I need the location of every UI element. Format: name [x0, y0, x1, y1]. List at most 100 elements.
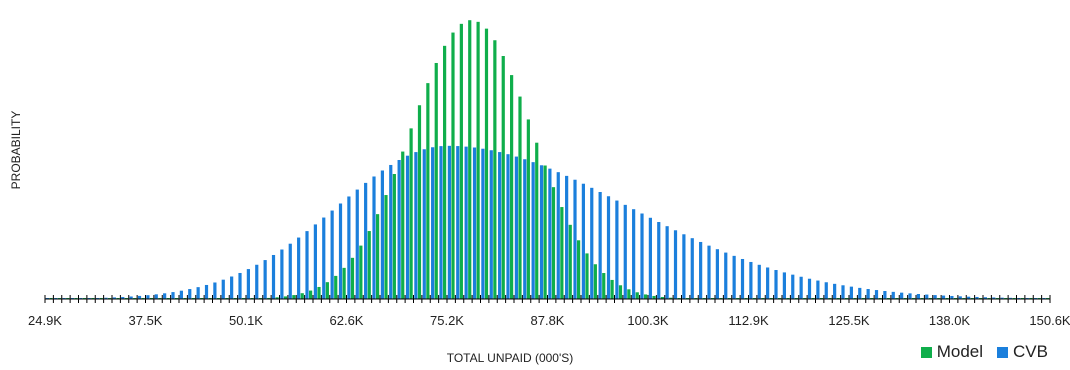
bar-cvb	[456, 146, 459, 299]
bar-cvb	[716, 249, 719, 299]
bar-cvb	[808, 279, 811, 299]
bar-model	[585, 253, 588, 299]
bar-cvb	[247, 269, 250, 299]
bar-cvb	[314, 224, 317, 299]
bar-cvb	[372, 176, 375, 299]
bar-model	[351, 258, 354, 299]
bar-cvb	[364, 183, 367, 299]
bar-cvb	[766, 267, 769, 299]
bar-cvb	[431, 147, 434, 299]
bar-cvb	[724, 253, 727, 299]
bar-cvb	[867, 289, 870, 299]
bar-cvb	[280, 250, 283, 299]
bar-cvb	[800, 277, 803, 299]
bar-cvb	[146, 295, 149, 299]
bar-cvb	[515, 157, 518, 299]
bar-cvb	[322, 218, 325, 299]
bar-model	[435, 63, 438, 299]
bar-cvb	[414, 152, 417, 299]
legend-item-model: Model	[921, 342, 983, 362]
bar-cvb	[423, 149, 426, 299]
x-axis: 24.9K 37.5K 50.1K 62.6K 75.2K 87.8K 100.3K 112.…	[28, 295, 1070, 328]
bar-cvb	[289, 244, 292, 299]
bar-model	[569, 225, 572, 299]
bar-model	[602, 273, 605, 299]
bar-model	[410, 128, 413, 299]
bar-model	[577, 240, 580, 299]
bar-model	[460, 24, 463, 299]
bar-cvb	[264, 260, 267, 299]
bar-cvb	[573, 180, 576, 299]
bar-cvb	[481, 149, 484, 299]
bar-cvb	[398, 160, 401, 299]
bar-cvb	[171, 292, 174, 299]
bar-model	[619, 285, 622, 299]
bars	[46, 20, 1049, 299]
bar-model	[301, 293, 304, 299]
bar-cvb	[816, 281, 819, 299]
x-tick-label: 75.2K	[430, 313, 464, 328]
bar-cvb	[758, 265, 761, 299]
bar-model	[443, 46, 446, 299]
bar-cvb	[356, 190, 359, 299]
bar-cvb	[599, 192, 602, 299]
bar-cvb	[506, 154, 509, 299]
x-tick-label: 50.1K	[229, 313, 263, 328]
bar-model	[376, 214, 379, 299]
bar-cvb	[699, 242, 702, 299]
bar-cvb	[406, 156, 409, 299]
bar-cvb	[331, 211, 334, 299]
bar-cvb	[691, 238, 694, 299]
bar-cvb	[582, 184, 585, 299]
bar-model	[535, 143, 538, 299]
bar-cvb	[733, 256, 736, 299]
bar-cvb	[607, 196, 610, 299]
bar-cvb	[908, 293, 911, 299]
x-tick-label: 62.6K	[330, 313, 364, 328]
bar-model	[477, 22, 480, 299]
legend-swatch-cvb	[997, 347, 1008, 358]
bar-model	[309, 291, 312, 299]
bar-cvb	[615, 201, 618, 299]
bar-cvb	[825, 282, 828, 299]
bar-cvb	[205, 285, 208, 299]
bar-model	[317, 287, 320, 299]
bar-cvb	[473, 148, 476, 299]
bar-cvb	[833, 284, 836, 299]
bar-cvb	[841, 285, 844, 299]
bar-cvb	[741, 259, 744, 299]
bar-model	[560, 207, 563, 299]
x-tick-label: 125.5K	[828, 313, 870, 328]
bar-model	[594, 264, 597, 299]
bar-cvb	[774, 270, 777, 299]
bar-model	[359, 246, 362, 299]
x-axis-title: TOTAL UNPAID (000'S)	[447, 351, 574, 365]
bar-cvb	[934, 295, 937, 299]
bar-cvb	[590, 188, 593, 299]
bar-model	[343, 268, 346, 299]
bar-cvb	[490, 150, 493, 299]
bar-model	[426, 83, 429, 299]
bar-model	[384, 195, 387, 299]
bar-cvb	[925, 295, 928, 299]
bar-model	[552, 187, 555, 299]
x-tick-label: 87.8K	[531, 313, 565, 328]
bar-cvb	[439, 146, 442, 299]
bar-cvb	[305, 231, 308, 299]
bar-cvb	[900, 293, 903, 299]
bar-cvb	[942, 296, 945, 299]
bar-model	[418, 105, 421, 299]
bar-cvb	[155, 294, 158, 299]
bar-cvb	[666, 226, 669, 299]
bar-cvb	[180, 291, 183, 299]
bar-cvb	[532, 162, 535, 299]
bar-model	[468, 20, 471, 299]
bar-cvb	[624, 205, 627, 299]
bar-cvb	[297, 238, 300, 299]
bar-cvb	[858, 288, 861, 299]
bar-cvb	[230, 277, 233, 299]
bar-cvb	[448, 146, 451, 299]
bar-cvb	[222, 280, 225, 299]
bar-cvb	[381, 170, 384, 299]
